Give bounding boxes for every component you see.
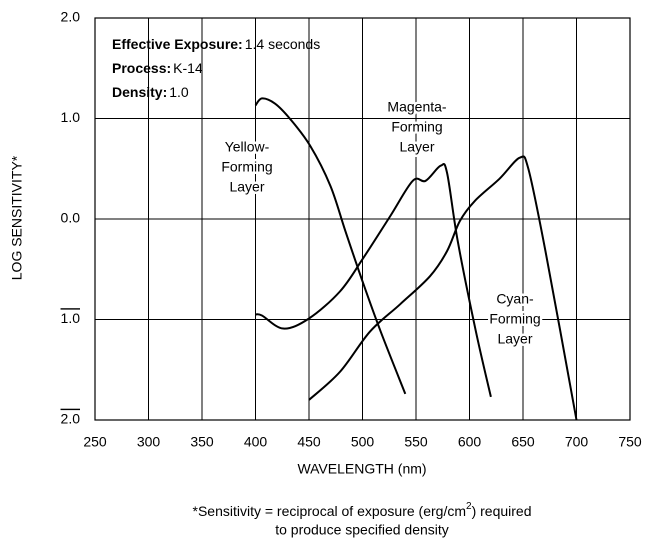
info-line: Density: 1.0 [112, 84, 189, 100]
x-tick-label: 650 [511, 434, 535, 450]
info-line: Effective Exposure: 1.4 seconds [112, 36, 320, 52]
info-label: Density: [112, 84, 167, 100]
y-tick-label: 2.0 [61, 411, 81, 427]
footnote: *Sensitivity = reciprocal of exposure (e… [193, 501, 532, 519]
annotation: Cyan- [496, 291, 534, 307]
curve [254, 97, 407, 395]
footnote: to produce specified density [275, 522, 449, 538]
info-label: Process: [112, 60, 171, 76]
y-axis-label: LOG SENSITIVITY* [9, 155, 25, 280]
annotation: Yellow- [225, 139, 270, 155]
curve [255, 163, 492, 398]
info-value: 1.0 [169, 84, 189, 100]
annotation: Forming [489, 311, 540, 327]
annotation: Magenta- [387, 99, 446, 115]
annotation: Forming [391, 119, 442, 135]
annotation: Layer [229, 179, 264, 195]
info-value: 1.4 seconds [245, 36, 321, 52]
footnote-text: ) required [472, 503, 532, 519]
x-tick-label: 450 [297, 434, 321, 450]
annotation: Layer [497, 331, 532, 347]
x-tick-label: 400 [244, 434, 268, 450]
annotation: Layer [399, 139, 434, 155]
plot-frame [94, 17, 631, 421]
x-tick-label: 700 [565, 434, 589, 450]
info-line: Process: K-14 [112, 60, 203, 76]
y-tick-label: 2.0 [61, 9, 81, 25]
x-tick-label: 350 [190, 434, 214, 450]
x-tick-label: 750 [618, 434, 642, 450]
annotation: Forming [221, 159, 272, 175]
x-tick-label: 500 [351, 434, 375, 450]
footnote-superscript: 2 [466, 501, 472, 512]
x-tick-label: 600 [458, 434, 482, 450]
x-tick-label: 250 [83, 434, 107, 450]
x-tick-label: 300 [137, 434, 161, 450]
y-tick-label: 1.0 [61, 109, 81, 125]
x-tick-label: 550 [404, 434, 428, 450]
y-tick-label: 1.0 [61, 310, 81, 326]
footnote-text: *Sensitivity = reciprocal of exposure (e… [193, 503, 467, 519]
x-axis-label: WAVELENGTH (nm) [297, 461, 426, 477]
curve [308, 155, 578, 421]
info-label: Effective Exposure: [112, 36, 243, 52]
info-value: K-14 [173, 60, 203, 76]
y-tick-label: 0.0 [61, 210, 81, 226]
